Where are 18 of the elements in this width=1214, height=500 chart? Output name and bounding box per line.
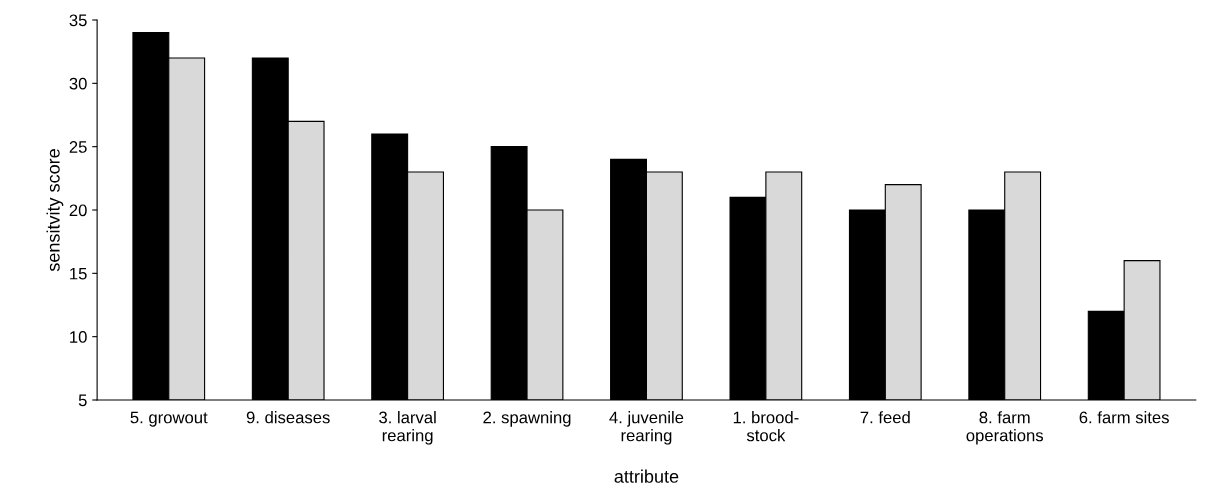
y-tick-label: 15 (70, 267, 87, 280)
x-tick-label: 7. feed (860, 411, 910, 424)
x-tick-label: 2. spawning (483, 411, 571, 427)
y-tick-label: 5 (78, 394, 87, 407)
y-tick-label: 25 (69, 141, 87, 153)
x-tick-label: 3. larval rearing (379, 411, 436, 445)
x-tick-label: 8. farm operations (966, 411, 1044, 445)
x-tick-label: 4. juvenile rearing (609, 411, 684, 445)
y-tick-label: 30 (69, 77, 87, 90)
y-tick-label: 20 (69, 204, 87, 217)
x-tick-label: 9. diseases (246, 411, 330, 424)
y-tick-label: 10 (70, 331, 87, 343)
y-tick-label: 35 (69, 14, 87, 27)
x-axis-title: attribute (614, 469, 679, 483)
y-axis-title: sensitvity score (46, 149, 64, 272)
x-tick-label: 6. farm sites (1079, 411, 1169, 424)
x-tick-label: 5. growout (130, 411, 208, 427)
x-tick-label: 1. brood- stock (733, 411, 799, 442)
